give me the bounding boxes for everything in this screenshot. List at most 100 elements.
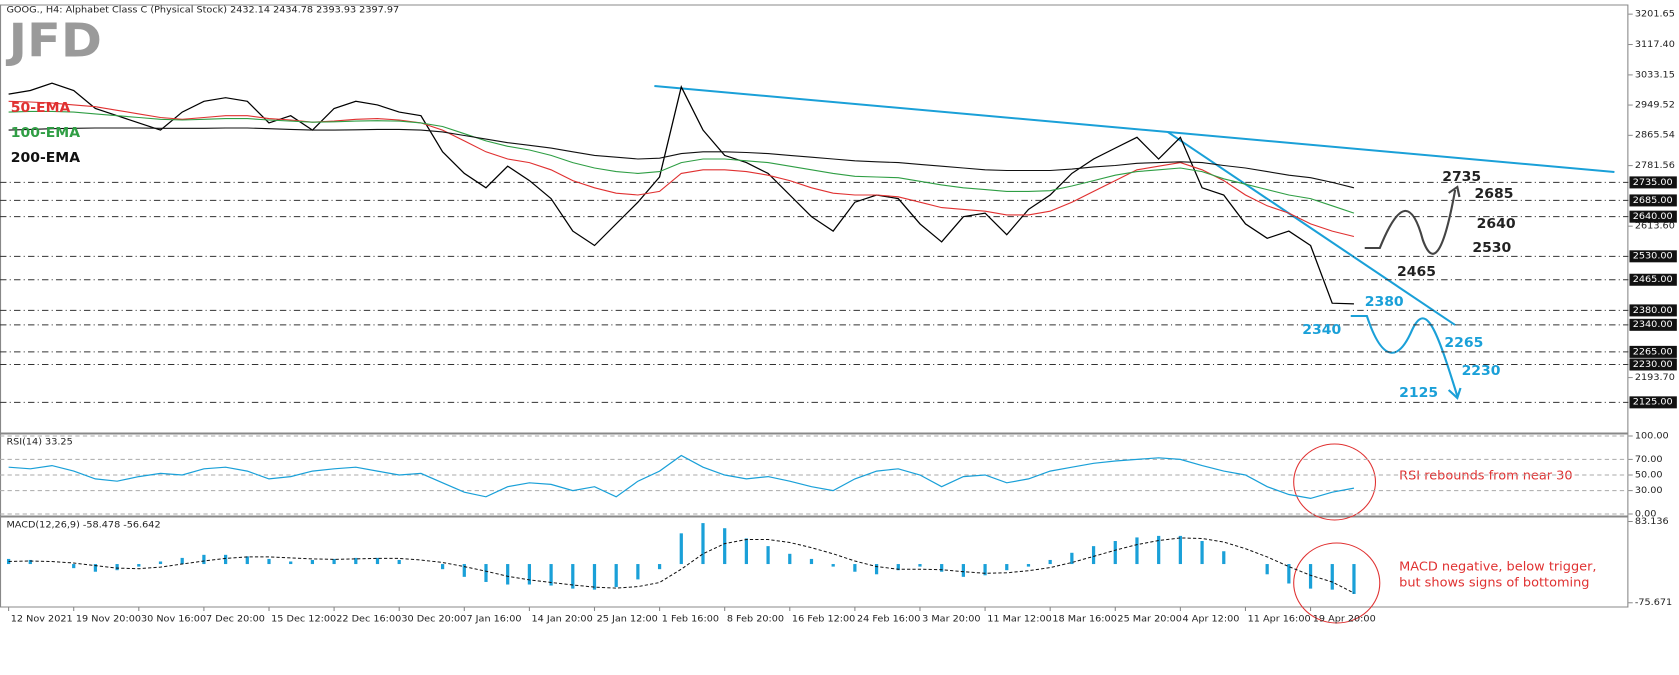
level-box <box>1629 396 1677 409</box>
x-tick-label: 7 Dec 20:00 <box>206 614 265 625</box>
chart-title: GOOG., H4: Alphabet Class C (Physical St… <box>6 5 399 16</box>
highlight-circle <box>1293 443 1377 521</box>
histogram-bar <box>1048 559 1052 565</box>
histogram-bar <box>896 564 900 571</box>
arrowhead <box>1448 185 1461 198</box>
histogram-bar <box>831 564 835 567</box>
price-line <box>8 454 1355 500</box>
histogram-bar <box>592 564 597 590</box>
histogram-bar <box>679 533 683 565</box>
level-annotation: 2640 <box>1477 216 1516 231</box>
histogram-bar <box>1091 546 1096 565</box>
histogram-bar <box>245 556 249 565</box>
bearish-scenario <box>1350 315 1459 397</box>
histogram-bar <box>701 523 705 565</box>
level-label: 2640.00 <box>1633 211 1673 222</box>
level-annotation: 2125 <box>1399 385 1438 400</box>
level-label: 2230.00 <box>1633 359 1673 370</box>
x-tick-label: 30 Nov 16:00 <box>141 614 206 625</box>
y-tick-label: 2781.56 <box>1635 160 1675 171</box>
level-box <box>1629 176 1677 189</box>
histogram-bar <box>180 557 184 565</box>
histogram-bar <box>1070 552 1074 565</box>
level-box <box>1629 273 1677 286</box>
level-box <box>1629 250 1677 263</box>
macd-panel <box>0 516 1629 608</box>
y-tick-label: 2949.52 <box>1635 100 1675 111</box>
level-label: 2380.00 <box>1633 305 1673 316</box>
histogram-bar <box>1157 535 1161 565</box>
level-label: 2340.00 <box>1633 320 1673 331</box>
histogram-bar <box>202 554 206 565</box>
histogram-bar <box>636 564 640 580</box>
level-box <box>1629 358 1677 371</box>
histogram-bar <box>571 564 575 589</box>
x-tick-label: 25 Jan 12:00 <box>597 614 658 625</box>
x-tick-label: 19 Apr 20:00 <box>1313 614 1376 625</box>
level-box <box>1629 318 1677 331</box>
level-box <box>1629 210 1677 223</box>
histogram-bar <box>484 564 488 582</box>
histogram-bar <box>1222 551 1226 565</box>
histogram-bar <box>1308 564 1313 589</box>
macd-annotation: MACD negative, below trigger, <box>1399 559 1596 573</box>
level-annotation: 2230 <box>1462 363 1501 378</box>
histogram-bar <box>332 558 336 565</box>
histogram-bar <box>1135 537 1139 565</box>
histogram-bar <box>549 564 553 586</box>
histogram-bar <box>158 561 163 565</box>
x-tick-label: 19 Nov 20:00 <box>76 614 141 625</box>
level-box <box>1629 345 1677 358</box>
y-tick-label: 70.00 <box>1635 454 1663 465</box>
arrowhead <box>1447 387 1462 400</box>
level-box <box>1629 304 1677 317</box>
level-label: 2465.00 <box>1633 274 1673 285</box>
x-tick-label: 24 Feb 16:00 <box>857 614 920 625</box>
y-tick-label: 3033.15 <box>1635 70 1675 81</box>
legend-label: 200-EMA <box>11 150 81 165</box>
y-tick-label: 2865.54 <box>1635 130 1675 141</box>
level-label: 2265.00 <box>1633 347 1673 358</box>
y-tick-label: -75.671 <box>1635 597 1672 608</box>
level-annotation: 2735 <box>1442 169 1481 184</box>
histogram-bar <box>1265 564 1269 575</box>
histogram-bar <box>115 564 119 571</box>
histogram-bar <box>723 528 727 565</box>
y-tick-label: 0.00 <box>1635 509 1657 520</box>
level-label: 2125.00 <box>1633 397 1673 408</box>
x-tick-label: 8 Feb 20:00 <box>727 614 784 625</box>
indicator-line <box>8 100 1355 238</box>
level-box <box>1629 194 1677 207</box>
y-tick-label: 2613.60 <box>1635 221 1675 232</box>
histogram-bar <box>614 564 618 588</box>
histogram-bar <box>93 564 98 572</box>
x-tick-label: 11 Mar 12:00 <box>987 614 1052 625</box>
histogram-bar <box>940 564 944 572</box>
y-tick-label: 50.00 <box>1635 470 1663 481</box>
signal-line <box>8 537 1355 594</box>
level-label: 2530.00 <box>1633 251 1673 262</box>
histogram-bar <box>289 561 293 565</box>
legend-label: 50-EMA <box>11 100 71 115</box>
x-tick-label: 11 Apr 16:00 <box>1248 614 1311 625</box>
x-tick-label: 25 Mar 20:00 <box>1117 614 1182 625</box>
x-tick-label: 3 Mar 20:00 <box>922 614 980 625</box>
level-annotation: 2465 <box>1397 264 1436 279</box>
histogram-bar <box>1005 564 1009 571</box>
histogram-bar <box>72 564 76 569</box>
y-tick-label: 2193.70 <box>1635 372 1675 383</box>
y-tick-label: 100.00 <box>1635 431 1669 442</box>
level-annotation: 2530 <box>1472 240 1511 255</box>
macd-title: MACD(12,26,9) -58.478 -56.642 <box>6 520 160 531</box>
x-tick-label: 15 Dec 12:00 <box>271 614 336 625</box>
trend-line <box>654 85 1615 173</box>
level-annotation: 2380 <box>1365 294 1404 309</box>
y-tick-label: 83.136 <box>1635 516 1669 527</box>
x-tick-label: 14 Jan 20:00 <box>532 614 593 625</box>
x-tick-label: 12 Nov 2021 <box>11 614 73 625</box>
histogram-bar <box>137 564 141 567</box>
level-annotation: 2265 <box>1444 335 1483 350</box>
histogram-bar <box>874 564 879 575</box>
